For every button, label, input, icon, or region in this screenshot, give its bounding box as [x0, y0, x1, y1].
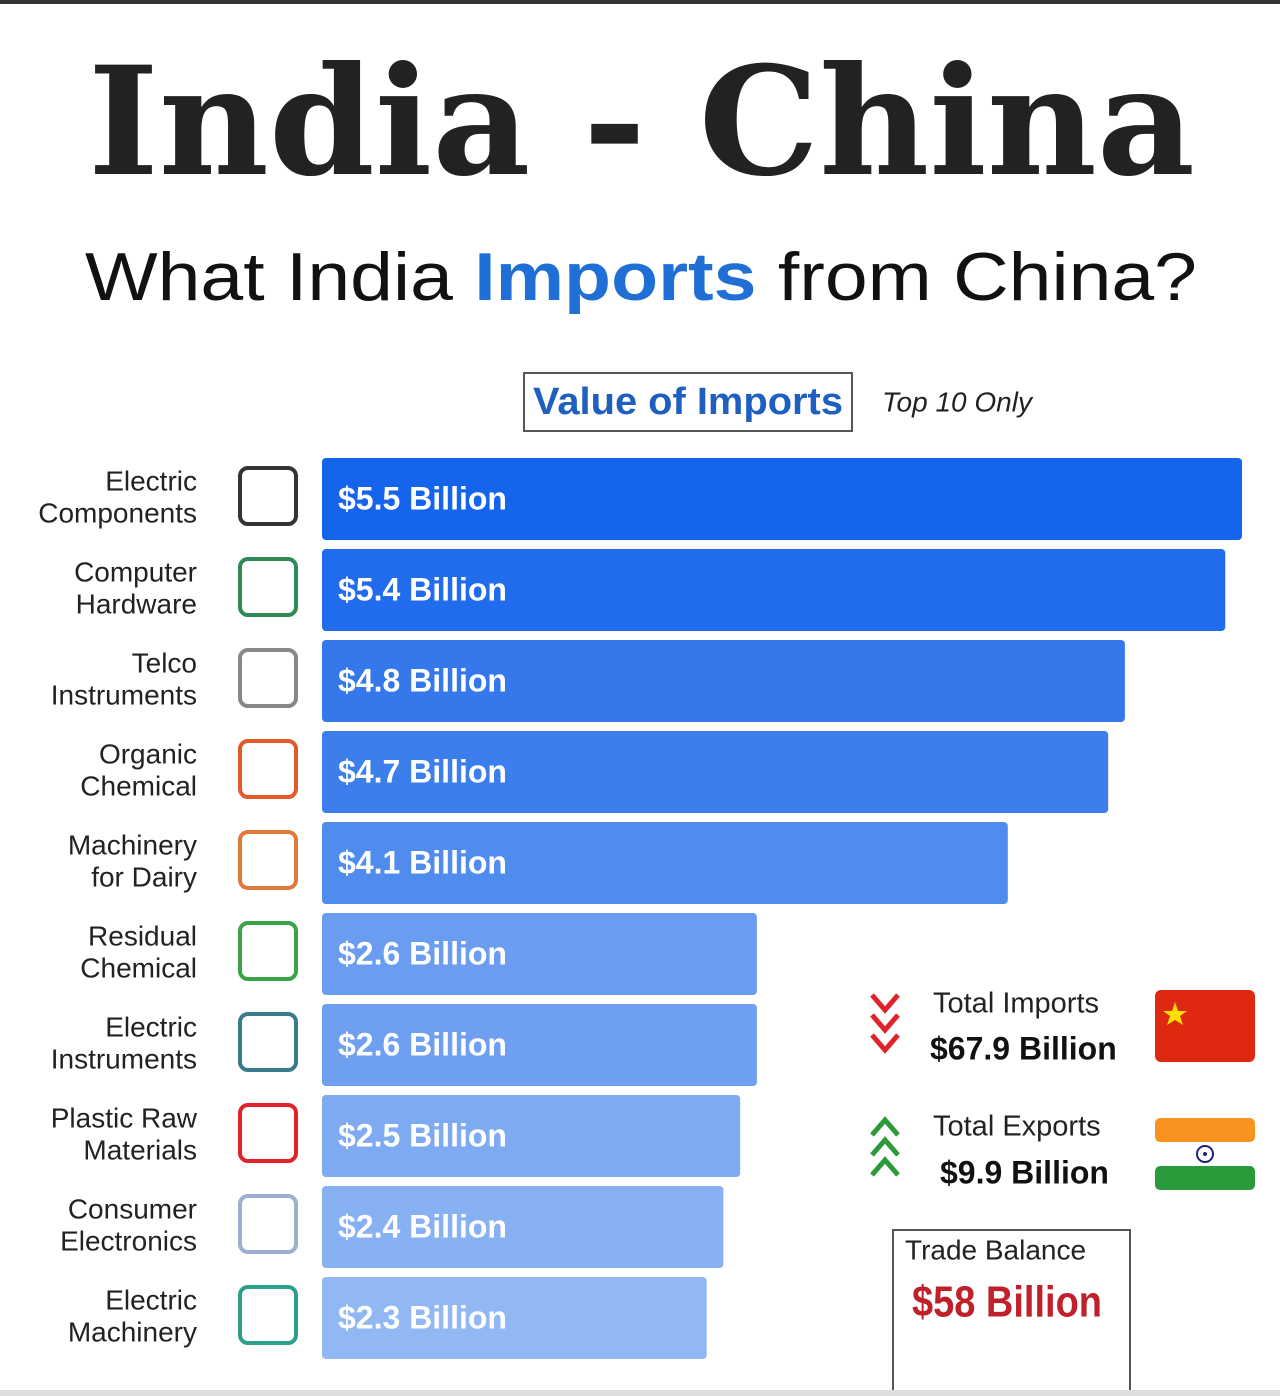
category-icon [238, 1012, 298, 1072]
category-icon [238, 1285, 298, 1345]
imports-label: Total Imports [933, 988, 1099, 1020]
category-label: Residual [88, 920, 197, 951]
category-label: Electric [105, 1011, 197, 1042]
subtitle-part: from China? [756, 239, 1197, 315]
bar [322, 1095, 741, 1177]
down-chevrons [870, 993, 900, 1054]
category-label: Electric [105, 1284, 197, 1315]
category-label: Instruments [51, 1043, 197, 1074]
category-label: Machinery [68, 829, 197, 860]
category-icon [238, 557, 298, 617]
value-label: $2.3 Billion [338, 1299, 507, 1335]
category-label: Chemical [80, 952, 197, 983]
bar [322, 913, 757, 995]
category-label: Components [38, 497, 197, 528]
category-icon [238, 466, 298, 526]
exports-value: $9.9 Billion [940, 1154, 1109, 1190]
value-label: $2.5 Billion [338, 1117, 507, 1153]
category-icon [238, 1194, 298, 1254]
category-label: Plastic Raw [51, 1102, 198, 1133]
bottom-border [0, 1390, 1280, 1396]
subtitle-part: What India [85, 239, 474, 315]
category-label: Telco [132, 647, 197, 678]
category-label: Organic [99, 738, 197, 769]
category-icon [238, 739, 298, 799]
category-label: Materials [83, 1134, 197, 1165]
value-label: $5.4 Billion [338, 571, 507, 607]
balance-box [892, 1229, 1131, 1396]
subtitle: What India Imports from China? [85, 239, 1197, 315]
india-flag [1155, 1118, 1255, 1190]
imports-value: $67.9 Billion [930, 1030, 1117, 1066]
exports-label: Total Exports [933, 1111, 1101, 1143]
category-label: Instruments [51, 679, 197, 710]
top-border [0, 0, 1280, 4]
legend-label: Value of Imports [533, 381, 843, 423]
balance-label: Trade Balance [905, 1234, 1086, 1265]
category-label: Electronics [60, 1225, 197, 1256]
category-icon [238, 1103, 298, 1163]
bar [322, 458, 1242, 540]
value-label: $4.7 Billion [338, 753, 507, 789]
value-label: $4.1 Billion [338, 844, 507, 880]
category-label: Electric [105, 465, 197, 496]
up-chevrons [870, 1116, 900, 1177]
bar [322, 640, 1125, 722]
bar [322, 549, 1226, 631]
flag-star [1163, 1002, 1187, 1025]
china-flag [1155, 990, 1255, 1062]
chart-title: India - China [88, 34, 1195, 210]
category-label: Chemical [80, 770, 197, 801]
legend-box [523, 372, 853, 432]
value-label: $2.4 Billion [338, 1208, 507, 1244]
category-label: for Dairy [91, 861, 197, 892]
category-icon [238, 830, 298, 890]
note: Top 10 Only [882, 386, 1034, 417]
bar [322, 1004, 757, 1086]
category-label: Hardware [76, 588, 197, 619]
bar [322, 1277, 707, 1359]
value-label: $2.6 Billion [338, 1026, 507, 1062]
category-label: Consumer [68, 1193, 197, 1224]
category-icon [238, 648, 298, 708]
category-icon [238, 921, 298, 981]
value-label: $5.5 Billion [338, 480, 507, 516]
balance-value: $58 Billion [912, 1278, 1102, 1327]
category-label: Computer [74, 556, 197, 587]
value-label: $2.6 Billion [338, 935, 507, 971]
value-label: $4.8 Billion [338, 662, 507, 698]
subtitle-highlight: Imports [474, 239, 756, 315]
bar [322, 731, 1109, 813]
category-label: Machinery [68, 1316, 197, 1347]
bar [322, 1186, 724, 1268]
bar [322, 822, 1008, 904]
